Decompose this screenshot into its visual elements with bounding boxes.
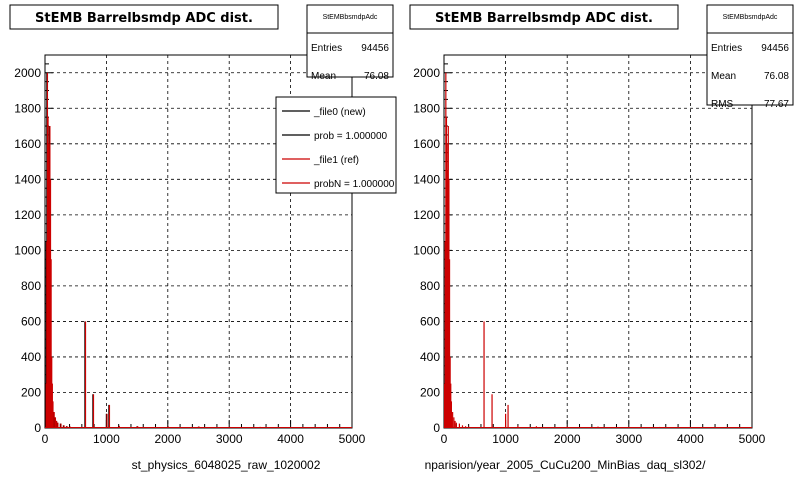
y-tick-label: 1200 [413, 208, 440, 222]
x-tick-label: 3000 [216, 432, 243, 446]
stats-value: 94456 [361, 43, 389, 54]
stats-value: 76.08 [364, 71, 389, 82]
x-tick-label: 2000 [554, 432, 581, 446]
panel-2: StEMB Barrelbsmdp ADC dist. 0 200 400 600 80… [409, 4, 794, 472]
x-tick-label: 1000 [93, 432, 120, 446]
stats-value: 76.08 [764, 71, 789, 82]
footer-label-2: nparision/year_2005_CuCu200_MinBias_daq_… [425, 458, 707, 472]
stats-label: RMS [711, 99, 734, 110]
y-tick-label: 600 [21, 314, 41, 328]
stats-header: StEMBbsmdpAdc [723, 14, 778, 21]
stats-value: 94456 [761, 43, 789, 54]
legend-label: probN = 1.000000 [314, 179, 395, 190]
stats-box-1 [306, 4, 394, 78]
stats-label: Entries [711, 43, 742, 54]
y-tick-label: 2000 [413, 66, 440, 80]
stats-label: Mean [711, 71, 736, 82]
x-tick-label: 0 [441, 432, 448, 446]
y-tick-label: 400 [420, 350, 440, 364]
stats-label: Mean [311, 71, 336, 82]
stats-box-2 [706, 4, 794, 106]
y-tick-label: 1000 [413, 243, 440, 257]
y-tick-label: 800 [420, 279, 440, 293]
y-tick-label: 1400 [413, 172, 440, 186]
title-box-1 [9, 4, 279, 30]
stats-header: StEMBbsmdpAdc [323, 14, 378, 21]
panel-1: StEMB Barrelbsmdp ADC dist. 0 200 400 600 80… [9, 4, 397, 472]
legend-box [275, 96, 397, 194]
y-tick-label: 1600 [413, 137, 440, 151]
y-tick-label: 1200 [14, 208, 41, 222]
plot-area-2: 0 200 400 600 800 1000 1200 1400 1600 1800 2000 0 10… [413, 4, 794, 446]
y-tick-label: 2000 [14, 66, 41, 80]
x-tick-label: 1000 [492, 432, 519, 446]
y-tick-label: 1600 [14, 137, 41, 151]
chart-title-1: StEMB Barrelbsmdp ADC dist. [35, 11, 253, 26]
x-tick-label: 5000 [739, 432, 766, 446]
x-tick-label: 4000 [277, 432, 304, 446]
legend-label: prob = 1.000000 [314, 131, 388, 142]
x-tick-label: 3000 [615, 432, 642, 446]
stats-label: Entries [311, 43, 342, 54]
chart-title-2: StEMB Barrelbsmdp ADC dist. [435, 11, 653, 26]
x-tick-label: 4000 [677, 432, 704, 446]
x-tick-label: 2000 [154, 432, 181, 446]
y-tick-label: 1800 [413, 101, 440, 115]
x-tick-label: 0 [42, 432, 49, 446]
y-tick-label: 1000 [14, 243, 41, 257]
footer-label-1: st_physics_6048025_raw_1020002 [132, 458, 321, 472]
plot-frame-2 [443, 54, 753, 429]
y-tick-label: 0 [34, 421, 41, 435]
legend-label: _file0 (new) [313, 107, 366, 118]
legend-label: _file1 (ref) [313, 155, 359, 166]
y-tick-label: 400 [21, 350, 41, 364]
y-tick-label: 800 [21, 279, 41, 293]
y-tick-label: 200 [420, 385, 440, 399]
y-tick-label: 600 [420, 314, 440, 328]
y-tick-label: 1800 [14, 101, 41, 115]
y-tick-label: 1400 [14, 172, 41, 186]
y-tick-label: 200 [21, 385, 41, 399]
y-tick-label: 0 [433, 421, 440, 435]
title-box-2 [409, 4, 679, 30]
stats-value: 77.67 [764, 99, 789, 110]
plot-area-1: 0 200 400 600 800 1000 1200 1400 1600 1800 2000 0 10… [14, 4, 397, 446]
x-tick-label: 5000 [339, 432, 366, 446]
